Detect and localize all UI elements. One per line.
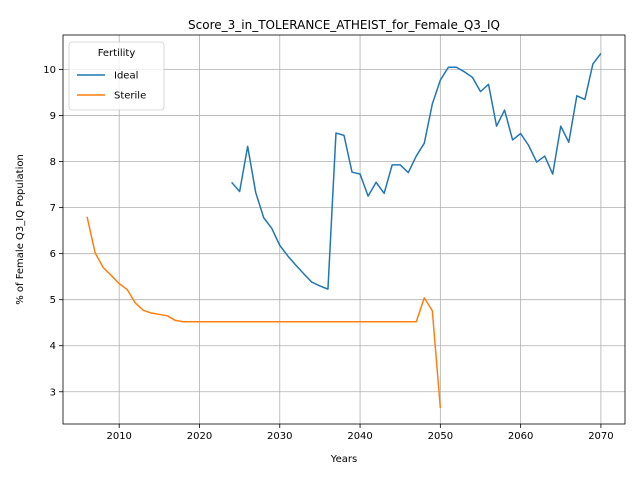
y-tick-label: 7 <box>50 203 56 214</box>
y-tick-label: 8 <box>50 157 56 168</box>
plot-frame <box>62 34 626 425</box>
y-tick-label: 5 <box>50 295 56 306</box>
y-axis: 3 4 5 6 7 8 9 10 <box>43 65 63 398</box>
legend-box <box>68 41 165 111</box>
legend-label-ideal: Ideal <box>114 71 138 82</box>
y-tick-label: 4 <box>50 341 56 352</box>
x-tick-label: 2050 <box>428 431 453 442</box>
y-tick-label: 3 <box>50 387 56 398</box>
series-line-sterile <box>86 216 442 408</box>
y-axis-label: % of Female Q3_IQ Population <box>15 154 26 305</box>
y-tick-label: 10 <box>43 65 56 76</box>
series-group <box>86 52 602 408</box>
x-tick-label: 2010 <box>106 431 131 442</box>
x-tick-label: 2020 <box>187 431 212 442</box>
series-line-ideal <box>231 52 602 290</box>
x-tick-label: 2030 <box>267 431 292 442</box>
x-tick-label: 2040 <box>347 431 372 442</box>
y-tick-label: 6 <box>50 249 56 260</box>
x-tick-label: 2070 <box>588 431 613 442</box>
x-axis-label: Years <box>330 454 357 465</box>
chart-title: Score_3_in_TOLERANCE_ATHEIST_for_Female_… <box>188 18 500 32</box>
legend: Fertility Ideal Sterile <box>68 41 165 111</box>
y-tick-label: 9 <box>50 111 56 122</box>
x-axis: 2010 2020 2030 2040 2050 2060 2070 <box>106 424 614 442</box>
x-tick-label: 2060 <box>508 431 533 442</box>
legend-label-sterile: Sterile <box>114 91 146 102</box>
legend-title: Fertility <box>98 48 136 59</box>
grid-lines <box>63 35 625 424</box>
